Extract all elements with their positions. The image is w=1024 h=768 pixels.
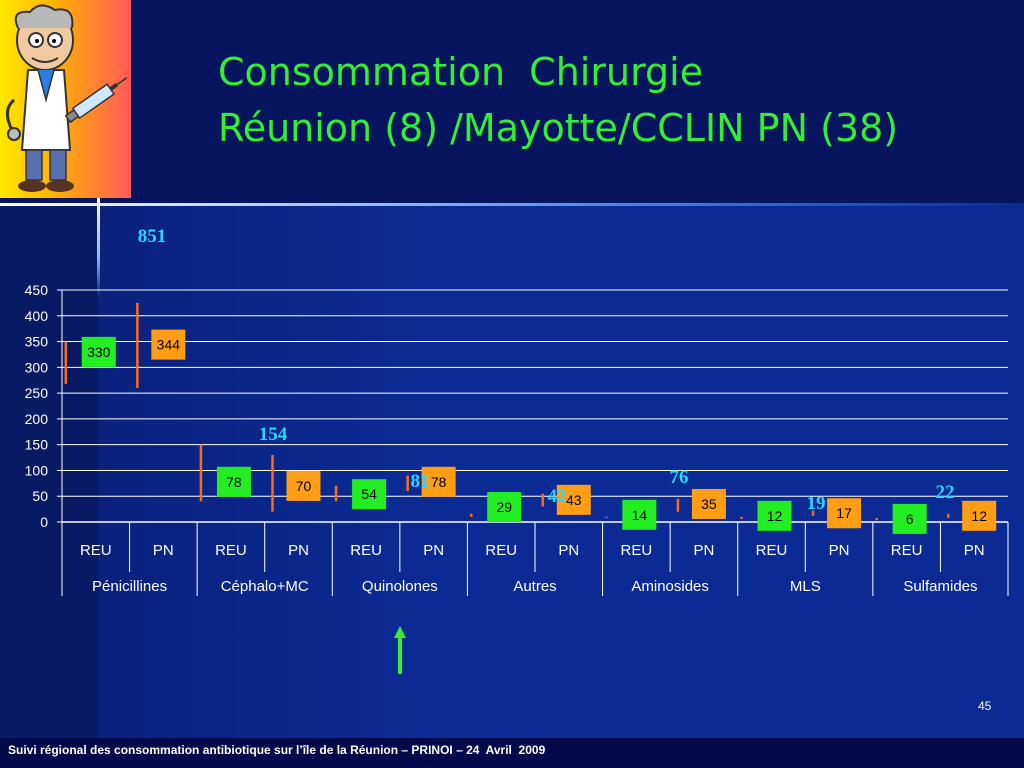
header-background: [0, 0, 1024, 206]
x-group-label: Céphalo+MC: [221, 578, 309, 595]
green-arrow-head-icon: [394, 626, 406, 638]
slide-title-line2: Réunion (8) /Mayotte/CCLIN PN (38): [218, 106, 899, 150]
value-box: [757, 500, 792, 531]
value-box: [216, 466, 251, 497]
x-group-label: Sulfamides: [903, 578, 977, 595]
max-value-label: 42: [548, 486, 567, 507]
value-box: [892, 503, 927, 534]
value-label: 35: [701, 496, 717, 512]
axis-layer: 0 50 100 150 200 250 300 350 400 450 REU PN REU PN REU…: [25, 282, 1009, 596]
range-layer: [64, 302, 950, 520]
x-group-label: Pénicillines: [92, 578, 167, 595]
x-category-label: PN: [558, 542, 579, 559]
y-tick-label: 350: [25, 334, 49, 350]
max-label-layer: 851 154 81 42 76 19 22: [138, 226, 955, 514]
value-label: 54: [361, 486, 377, 502]
y-tick-label: 250: [25, 385, 49, 401]
value-label: 29: [496, 499, 512, 515]
x-group-label: Autres: [513, 578, 556, 595]
y-tick-label: 50: [32, 488, 48, 504]
y-tick-label: 100: [25, 462, 49, 478]
value-label: 78: [226, 474, 242, 490]
x-category-label: PN: [423, 542, 444, 559]
value-label: 43: [566, 492, 582, 508]
vertical-accent-line: [97, 198, 100, 298]
value-box: [487, 492, 522, 523]
max-value-label: 851: [138, 226, 167, 247]
footer-bar: [0, 738, 1024, 768]
consumption-chart: 0 50 100 150 200 250 300 350 400 450 REU PN REU PN REU…: [25, 226, 1009, 674]
max-value-label: 22: [936, 482, 955, 503]
value-label: 70: [296, 478, 312, 494]
left-band: [0, 206, 98, 738]
x-category-label: REU: [485, 542, 517, 559]
value-box: [962, 500, 997, 531]
max-value-label: 76: [670, 467, 689, 488]
page-number: 45: [978, 699, 992, 713]
x-category-label: PN: [964, 542, 985, 559]
value-box: [151, 329, 186, 360]
value-label: 78: [431, 474, 447, 490]
header-separator: [0, 203, 1024, 206]
value-box: [421, 466, 456, 497]
y-tick-label: 200: [25, 411, 49, 427]
value-label: 330: [87, 344, 111, 360]
x-category-label: REU: [891, 542, 923, 559]
value-box: [622, 499, 657, 530]
value-box: [556, 484, 591, 515]
x-category-label: REU: [350, 542, 382, 559]
value-label-layer: 330 344 78 70 54 78 29 43 14 35 12 17 6 12: [81, 329, 997, 534]
y-tick-label: 300: [25, 359, 49, 375]
x-category-label: PN: [829, 542, 850, 559]
value-label: 344: [157, 337, 181, 353]
x-group-label: Aminosides: [631, 578, 709, 595]
x-group-label: Quinolones: [362, 578, 438, 595]
slide-title-line1: Consommation Chirurgie: [218, 50, 704, 94]
grid-layer: [62, 289, 1008, 497]
value-label: 12: [971, 508, 987, 524]
x-category-label: REU: [621, 542, 653, 559]
value-label: 17: [836, 505, 852, 521]
x-group-label: MLS: [790, 578, 821, 595]
value-box: [286, 470, 321, 501]
x-category-label: REU: [80, 542, 112, 559]
y-tick-label: 150: [25, 437, 49, 453]
y-tick-label: 450: [25, 282, 49, 298]
x-category-label: PN: [153, 542, 174, 559]
logo-doctor-icon: [0, 0, 131, 198]
value-box: [827, 498, 862, 529]
value-box: [81, 336, 116, 367]
value-label: 14: [632, 507, 648, 523]
value-box: [691, 488, 726, 519]
footer-text: Suivi régional des consommation antibiot…: [8, 743, 546, 757]
y-tick-label: 400: [25, 308, 49, 324]
value-label: 12: [767, 508, 783, 524]
arrow-layer: [394, 626, 406, 674]
x-category-label: PN: [694, 542, 715, 559]
x-category-label: REU: [756, 542, 788, 559]
x-category-label: REU: [215, 542, 247, 559]
value-box: [352, 479, 387, 510]
x-category-label: PN: [288, 542, 309, 559]
max-value-label: 81: [411, 471, 430, 492]
content-background: [0, 206, 1024, 738]
y-tick-label: 0: [40, 514, 48, 530]
max-value-label: 154: [259, 424, 288, 445]
value-label: 6: [906, 511, 914, 527]
max-value-label: 19: [807, 493, 826, 514]
